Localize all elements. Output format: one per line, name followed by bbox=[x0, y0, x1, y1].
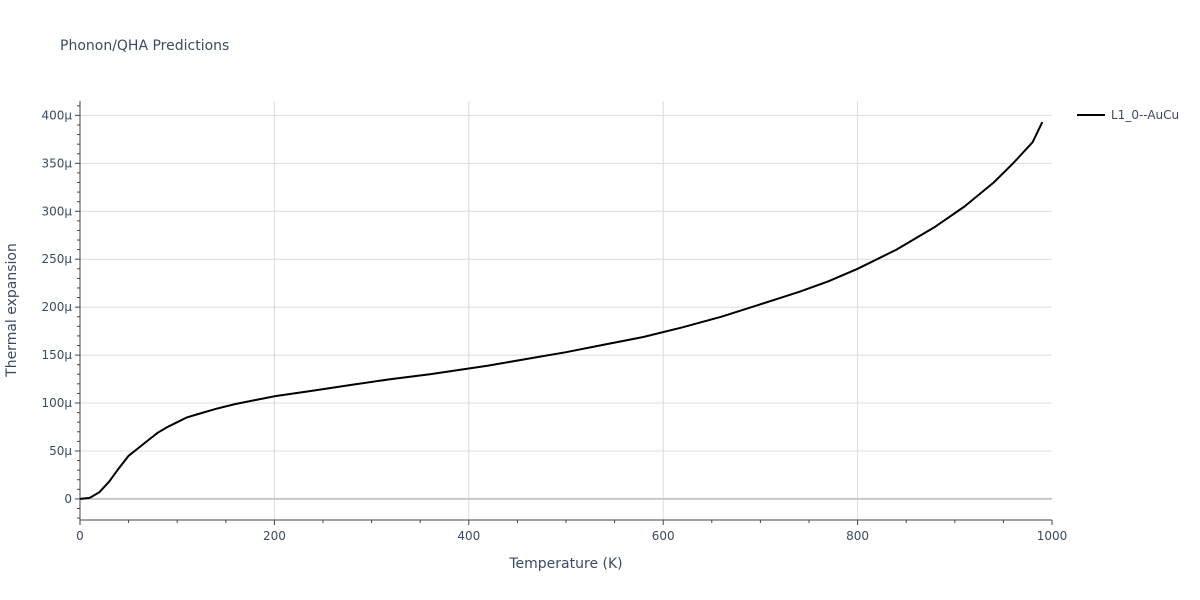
x-tick-label: 400 bbox=[457, 529, 480, 543]
y-tick-label: 200µ bbox=[41, 300, 72, 314]
x-axis-title: Temperature (K) bbox=[508, 556, 622, 572]
y-tick-label: 300µ bbox=[41, 204, 72, 218]
y-tick-label: 100µ bbox=[41, 396, 72, 410]
grid bbox=[80, 101, 1052, 520]
axes: 0 200 400 600 800 1000 0 50µ 100µ 150µ 200µ 250µ 300… bbox=[41, 101, 1067, 543]
y-axis-title: Thermal expansion bbox=[4, 243, 20, 378]
y-tick-label: 150µ bbox=[41, 348, 72, 362]
y-tick-label: 350µ bbox=[41, 156, 72, 170]
plot-area bbox=[79, 121, 1044, 500]
x-tick-label: 600 bbox=[652, 529, 675, 543]
y-tick-label: 250µ bbox=[41, 252, 72, 266]
legend-label: L1_0--AuCu bbox=[1111, 108, 1179, 122]
legend[interactable]: L1_0--AuCu bbox=[1077, 108, 1179, 122]
chart-title: Phonon/QHA Predictions bbox=[60, 38, 229, 54]
series-line bbox=[79, 121, 1044, 500]
x-tick-label: 0 bbox=[76, 529, 84, 543]
y-tick-label: 50µ bbox=[49, 444, 72, 458]
y-tick-label: 400µ bbox=[41, 108, 72, 122]
x-tick-label: 1000 bbox=[1037, 529, 1068, 543]
x-tick-label: 200 bbox=[263, 529, 286, 543]
y-tick-label: 0 bbox=[64, 492, 72, 506]
x-tick-label: 800 bbox=[846, 529, 869, 543]
